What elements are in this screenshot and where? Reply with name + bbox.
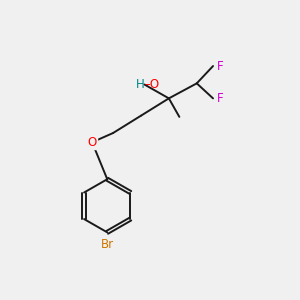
Text: O: O (88, 136, 97, 149)
Text: Br: Br (101, 238, 114, 251)
Text: H: H (136, 78, 145, 91)
Text: F: F (217, 92, 224, 105)
Text: F: F (217, 59, 224, 73)
Text: –O: –O (145, 78, 160, 91)
